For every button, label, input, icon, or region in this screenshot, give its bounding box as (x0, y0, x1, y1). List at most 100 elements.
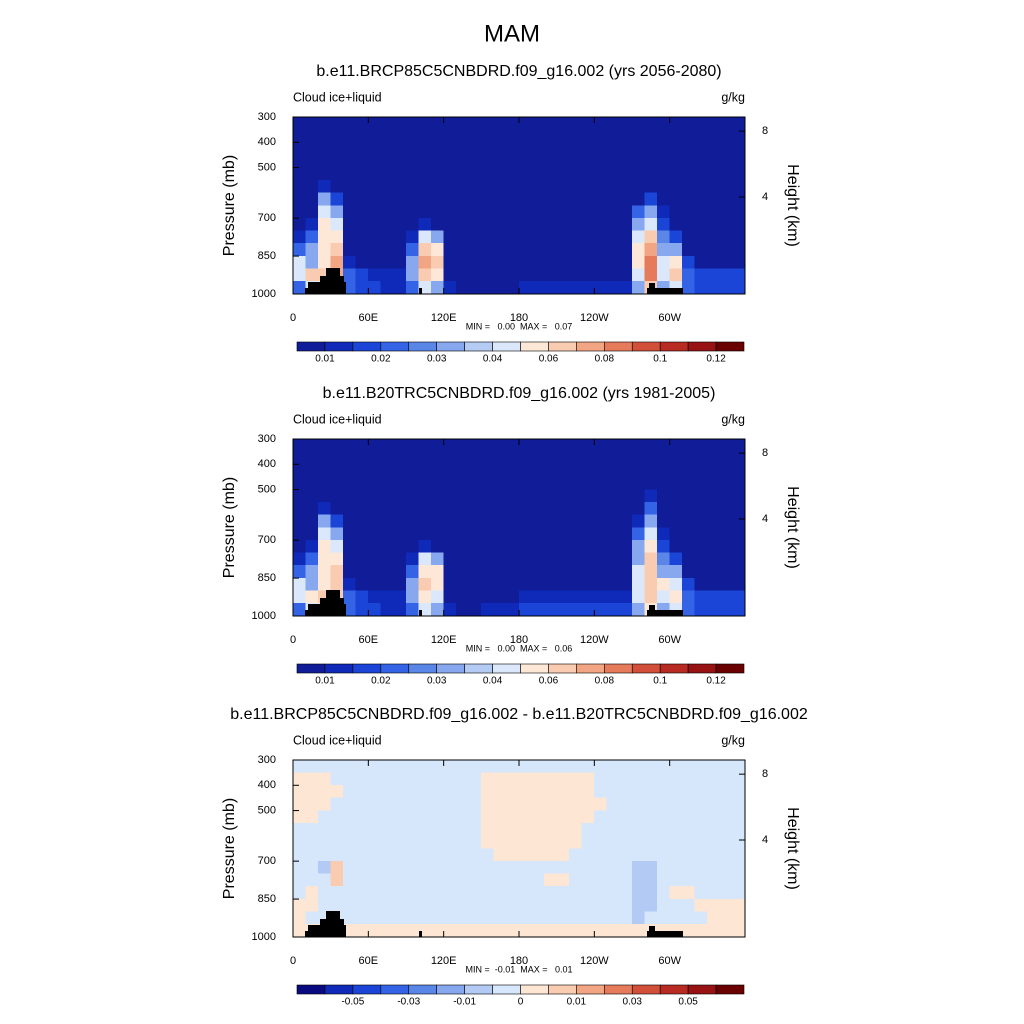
contour-cell (681, 565, 696, 579)
contour-cell (669, 217, 683, 232)
contour-cell (656, 179, 670, 194)
contour-cell (707, 810, 721, 824)
contour-cell (292, 886, 306, 900)
contour-cell (543, 243, 557, 257)
colorbar-box (604, 663, 633, 674)
contour-cell (405, 886, 419, 900)
contour-cell (518, 797, 532, 811)
contour-cell (669, 822, 683, 837)
contour-cell (606, 565, 620, 579)
contour-cell (681, 142, 696, 156)
contour-cell (707, 772, 721, 786)
contour-cell (694, 527, 708, 541)
contour-cell (355, 167, 369, 181)
contour-cell (644, 230, 658, 244)
colorbar-box (715, 663, 745, 674)
contour-cell (317, 167, 331, 181)
contour-cell (430, 539, 444, 554)
contour-cell (468, 810, 482, 824)
contour-cell (732, 154, 746, 168)
contour-cell (681, 822, 696, 837)
contour-cell (531, 116, 545, 130)
contour-cell (669, 179, 683, 194)
contour-cell (656, 217, 670, 232)
contour-cell (669, 552, 683, 566)
contour-cell (656, 772, 670, 786)
contour-cell (606, 759, 620, 773)
contour-cell (292, 822, 306, 837)
contour-cell (355, 464, 369, 478)
contour-cell (355, 142, 369, 156)
colorbar-box (659, 341, 689, 352)
contour-cell (644, 451, 658, 465)
contour-cell (594, 822, 608, 837)
contour-cell (380, 514, 394, 528)
contour-cell (455, 142, 470, 156)
contour-cell (619, 451, 633, 465)
contour-cell (368, 230, 382, 244)
contour-cell (355, 785, 369, 799)
contour-cell (619, 603, 633, 617)
contour-cell (543, 810, 557, 824)
contour-cell (644, 810, 658, 824)
contour-cell (506, 898, 520, 912)
contour-cell (506, 281, 520, 295)
contour-cell (669, 848, 683, 862)
contour-cell (317, 243, 331, 257)
contour-cell (380, 603, 394, 617)
contour-cell (455, 217, 470, 232)
colorbar-label: -0.01 (453, 997, 476, 1008)
contour-cell (393, 603, 407, 617)
contour-cell (568, 565, 583, 579)
contour-cell (631, 527, 645, 541)
contour-cell (368, 822, 382, 837)
contour-cell (405, 565, 419, 579)
contour-cell (393, 848, 407, 862)
contour-cell (355, 810, 369, 824)
contour-cell (631, 438, 645, 452)
contour-cell (518, 785, 532, 799)
contour-cell (430, 886, 444, 900)
contour-cell (707, 527, 721, 541)
contour-cell (481, 848, 495, 862)
contour-cell (430, 785, 444, 799)
contour-cell (656, 192, 670, 206)
contour-cell (719, 243, 733, 257)
contour-cell (418, 898, 432, 912)
contour-cell (493, 179, 507, 194)
contour-cell (380, 577, 394, 591)
contour-cell (707, 129, 721, 143)
contour-cell (317, 848, 331, 862)
contour-field (292, 759, 746, 938)
contour-cell (543, 822, 557, 837)
contour-cell (644, 590, 658, 604)
contour-cell (707, 873, 721, 887)
contour-cell (644, 205, 658, 219)
contour-cell (405, 924, 419, 938)
contour-cell (355, 501, 369, 516)
contour-cell (719, 898, 733, 912)
contour-cell (506, 230, 520, 244)
contour-cell (531, 860, 545, 875)
contour-cell (443, 438, 457, 452)
contour-cell (594, 924, 608, 938)
contour-cell (681, 810, 696, 824)
contour-cell (455, 848, 470, 862)
contour-cell (455, 476, 470, 490)
contour-cell (581, 835, 595, 849)
contour-cell (430, 281, 444, 295)
contour-cell (606, 501, 620, 516)
contour-cell (342, 142, 357, 156)
colorbar-box (296, 663, 326, 674)
panel: b.e11.BRCP85C5CNBDRD.f09_g16.002 (yrs 20… (221, 63, 801, 364)
contour-cell (619, 772, 633, 786)
contour-cell (305, 255, 319, 269)
contour-cell (518, 565, 532, 579)
contour-cell (380, 255, 394, 269)
colorbar-box (687, 341, 717, 352)
contour-cell (481, 205, 495, 219)
contour-cell (719, 552, 733, 566)
contour-cell (669, 539, 683, 554)
contour-cell (631, 898, 645, 912)
